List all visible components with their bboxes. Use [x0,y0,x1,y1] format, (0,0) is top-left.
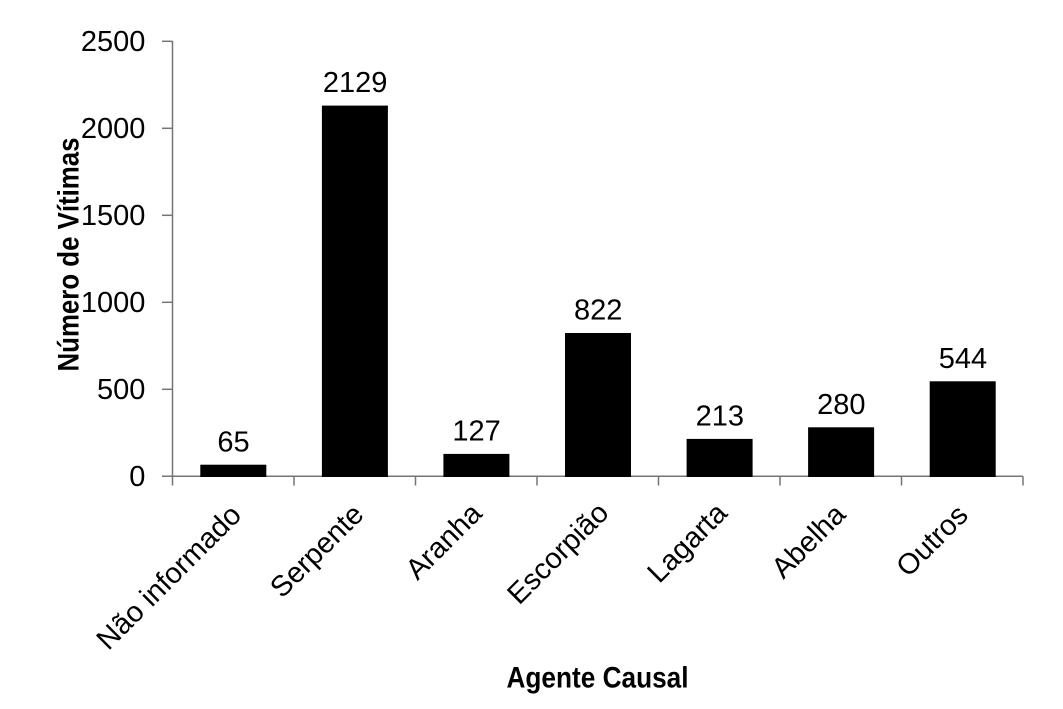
svg-text:Agente Causal: Agente Causal [507,662,689,695]
svg-text:2500: 2500 [81,26,146,58]
svg-text:213: 213 [696,401,744,433]
svg-text:Escorpião: Escorpião [501,497,615,611]
svg-text:280: 280 [817,389,865,421]
svg-text:1000: 1000 [81,287,146,319]
svg-text:0: 0 [129,461,145,493]
svg-text:Não informado: Não informado [91,499,248,656]
svg-text:127: 127 [452,416,500,448]
svg-text:2000: 2000 [81,113,146,145]
svg-text:Outros: Outros [890,499,974,583]
svg-text:Aranha: Aranha [400,497,489,586]
svg-text:Abelha: Abelha [766,498,853,585]
svg-text:500: 500 [97,374,145,406]
svg-text:1500: 1500 [81,200,146,232]
svg-text:2129: 2129 [323,67,388,99]
svg-text:822: 822 [574,295,622,327]
svg-text:Número de Vítimas: Número de Vítimas [52,138,85,372]
svg-text:Serpente: Serpente [264,498,370,604]
svg-text:544: 544 [939,343,987,375]
svg-text:Lagarta: Lagarta [642,496,735,589]
svg-text:65: 65 [217,426,249,458]
